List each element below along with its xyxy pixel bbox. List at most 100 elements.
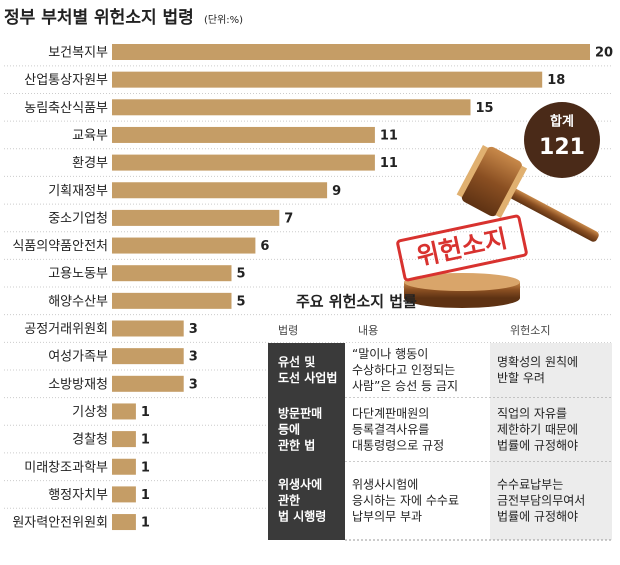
category-label: 교육부 — [72, 128, 108, 143]
value-label: 18 — [547, 73, 565, 88]
category-label: 해양수산부 — [48, 294, 108, 309]
value-label: 1 — [141, 460, 150, 475]
law-name: 위생사에 — [278, 477, 322, 492]
law-issue: 법률에 규정해야 — [497, 439, 578, 453]
total-label: 합계 — [550, 114, 574, 130]
law-cell — [268, 343, 345, 398]
law-content: 수상하다고 인정되는 — [352, 363, 455, 377]
bar — [112, 237, 256, 254]
table-header: 법령 — [278, 324, 298, 337]
law-name: 도선 사업법 — [278, 370, 337, 385]
bar — [112, 403, 136, 420]
bar — [112, 209, 280, 226]
table-header-bg — [268, 318, 612, 342]
law-content: 등록결격사유를 — [352, 423, 429, 437]
table-title: 주요 위헌소지 법률 — [296, 293, 417, 311]
bar — [112, 320, 184, 337]
category-label: 여성가족부 — [48, 350, 108, 365]
bar — [112, 348, 184, 365]
value-label: 7 — [284, 211, 293, 226]
category-label: 산업통상자원부 — [24, 73, 108, 88]
content-cell — [345, 462, 490, 540]
issue-cell — [490, 398, 612, 462]
law-content: 다단계판매원의 — [352, 407, 429, 421]
category-label: 중소기업청 — [48, 211, 108, 226]
value-label: 3 — [189, 350, 198, 365]
chart-title: 정부 부처별 위헌소지 법령 — [4, 7, 194, 28]
law-name: 방문판매 — [278, 406, 322, 421]
bar — [112, 375, 184, 392]
law-cell — [268, 462, 345, 540]
value-label: 3 — [189, 322, 198, 337]
value-label: 1 — [141, 433, 150, 448]
category-label: 소방방재청 — [48, 377, 108, 392]
law-content: 사람”은 승선 등 금지 — [352, 379, 458, 393]
content-cell — [345, 398, 490, 462]
law-cell — [268, 398, 345, 462]
law-issue: 반할 우려 — [497, 371, 545, 385]
value-label: 3 — [189, 377, 198, 392]
law-issue: 제한하기 때문에 — [497, 423, 578, 437]
value-label: 6 — [260, 239, 269, 254]
unit-label: (단위:%) — [204, 13, 243, 26]
category-label: 농림축산식품부 — [24, 101, 108, 116]
value-label: 1 — [141, 488, 150, 503]
bar — [112, 44, 590, 60]
law-content: “말이나 행동이 — [352, 346, 428, 361]
value-label: 5 — [237, 294, 246, 309]
bar — [112, 126, 375, 143]
total-value: 121 — [539, 135, 585, 160]
bar — [112, 99, 471, 116]
bar — [112, 458, 136, 475]
law-name: 유선 및 — [278, 354, 315, 369]
bar — [112, 154, 375, 171]
law-issue: 법률에 규정해야 — [497, 510, 578, 524]
content-cell — [345, 343, 490, 398]
category-label: 기상청 — [72, 405, 108, 420]
value-label: 15 — [476, 101, 494, 116]
law-content: 대통령령으로 규정 — [352, 439, 444, 453]
law-name: 법 시행령 — [278, 509, 326, 524]
law-issue: 직업의 자유를 — [497, 407, 567, 421]
bar — [112, 514, 136, 531]
bar — [112, 486, 136, 503]
law-content: 응시하는 자에 수수료 — [352, 494, 459, 508]
category-label: 공정거래위원회 — [24, 322, 108, 337]
law-name: 관한 법 — [278, 438, 315, 453]
value-label: 1 — [141, 405, 150, 420]
value-label: 1 — [141, 516, 150, 531]
category-label: 식품의약품안전처 — [12, 239, 108, 254]
value-label: 11 — [380, 156, 398, 171]
value-label: 11 — [380, 128, 398, 143]
category-label: 미래창조과학부 — [24, 460, 108, 475]
bar — [112, 265, 232, 282]
table-header: 위헌소지 — [510, 324, 550, 337]
bar — [112, 292, 232, 309]
law-content: 납부의무 부과 — [352, 510, 422, 524]
value-label: 9 — [332, 184, 341, 199]
gavel-illustration — [404, 145, 599, 308]
value-label: 20 — [595, 46, 613, 61]
law-name: 등에 — [278, 422, 300, 437]
category-label: 기획재정부 — [48, 184, 108, 199]
total-badge — [524, 102, 600, 178]
law-issue: 명확성의 원칙에 — [497, 355, 578, 369]
issue-cell — [490, 343, 612, 398]
category-label: 환경부 — [72, 156, 108, 171]
law-name: 관한 — [278, 493, 300, 508]
category-label: 보건복지부 — [48, 46, 108, 61]
category-label: 경찰청 — [72, 433, 108, 448]
category-label: 고용노동부 — [48, 267, 108, 282]
value-label: 5 — [237, 267, 246, 282]
law-content: 위생사시험에 — [352, 478, 418, 492]
bar — [112, 71, 543, 88]
law-issue: 금전부담의무여서 — [497, 494, 585, 508]
category-label: 행정자치부 — [48, 487, 108, 503]
bar — [112, 182, 328, 199]
table-header: 내용 — [358, 324, 378, 337]
bar — [112, 431, 136, 448]
issue-cell — [490, 462, 612, 540]
